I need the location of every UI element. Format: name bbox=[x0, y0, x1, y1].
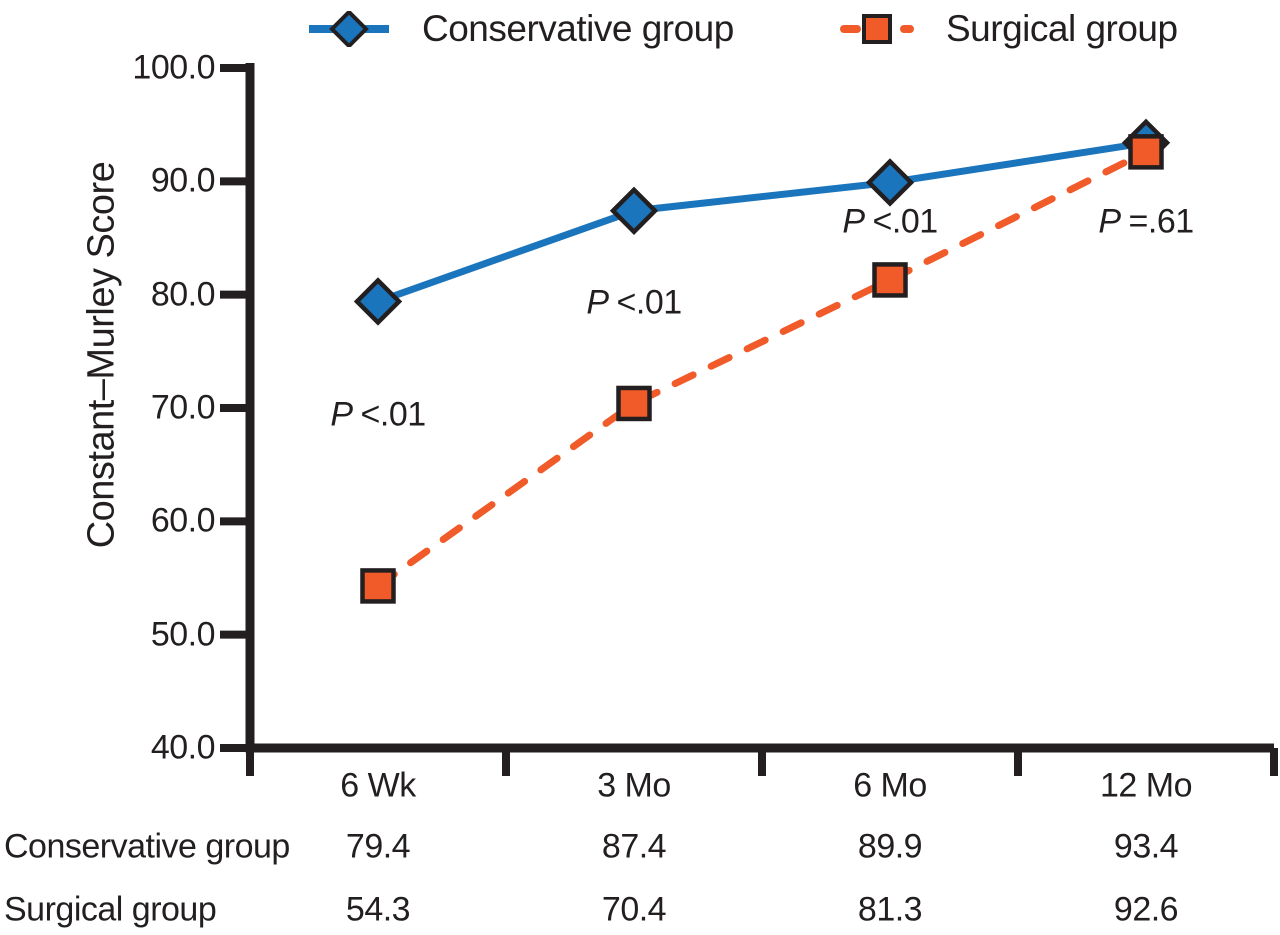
p-value-annotation: P =.61 bbox=[1098, 202, 1195, 242]
table-cell-value: 89.9 bbox=[857, 827, 923, 866]
table-cell-value: 70.4 bbox=[601, 890, 667, 929]
table-cell-value: 81.3 bbox=[857, 890, 923, 929]
conservative-group-marker-diamond bbox=[609, 186, 659, 235]
table-cell-value: 79.4 bbox=[345, 827, 411, 866]
table-cell-value: 87.4 bbox=[601, 827, 667, 866]
p-relation: <.01 bbox=[872, 202, 939, 241]
y-tick-label: 100.0 bbox=[132, 48, 215, 87]
table-row-label: Conservative group bbox=[4, 827, 290, 866]
y-tick-label: 70.0 bbox=[150, 388, 216, 427]
p-symbol: P bbox=[842, 202, 865, 241]
conservative-group-line bbox=[376, 139, 1147, 305]
x-tick-label: 3 Mo bbox=[597, 766, 671, 805]
p-symbol: P bbox=[586, 283, 609, 322]
surgical-group-line bbox=[374, 148, 1150, 590]
y-tick-label: 40.0 bbox=[150, 728, 216, 767]
table-cell-value: 92.6 bbox=[1113, 890, 1179, 929]
table-cell-value: 93.4 bbox=[1113, 827, 1179, 866]
surgical-group-marker-square bbox=[360, 568, 396, 604]
p-symbol: P bbox=[330, 395, 353, 434]
legend-label-surgical: Surgical group bbox=[946, 8, 1178, 49]
surgical-group-marker-square bbox=[872, 262, 908, 298]
p-value-annotation: P <.01 bbox=[842, 202, 939, 242]
p-relation: <.01 bbox=[360, 395, 427, 434]
p-value-annotation: P <.01 bbox=[586, 283, 683, 322]
y-tick-label: 50.0 bbox=[150, 615, 216, 654]
y-tick-label: 80.0 bbox=[150, 275, 216, 314]
surgical-group-marker-square bbox=[616, 385, 652, 422]
p-relation: =.61 bbox=[1128, 202, 1195, 241]
conservative-line-diamond-icon bbox=[309, 11, 389, 47]
x-tick-label: 6 Mo bbox=[853, 766, 927, 805]
table-cell-value: 54.3 bbox=[345, 890, 411, 929]
x-tick-label: 12 Mo bbox=[1100, 766, 1193, 805]
surgical-group-marker-square bbox=[1128, 134, 1164, 170]
p-symbol: P bbox=[1098, 202, 1121, 241]
y-tick-label: 60.0 bbox=[150, 501, 216, 540]
table-row-label: Surgical group bbox=[4, 890, 217, 929]
p-value-annotation: P <.01 bbox=[330, 395, 427, 434]
surgical-dash-square-icon bbox=[840, 14, 914, 44]
legend-item-conservative: Conservative group bbox=[306, 8, 734, 50]
p-relation: <.01 bbox=[616, 283, 683, 322]
conservative-group-marker-diamond bbox=[353, 277, 403, 326]
legend-item-surgical: Surgical group bbox=[838, 8, 1178, 50]
conservative-group-marker-diamond bbox=[865, 158, 915, 207]
x-tick-label: 6 Wk bbox=[340, 766, 416, 805]
legend-label-conservative: Conservative group bbox=[422, 8, 734, 49]
y-tick-label: 90.0 bbox=[150, 161, 216, 200]
